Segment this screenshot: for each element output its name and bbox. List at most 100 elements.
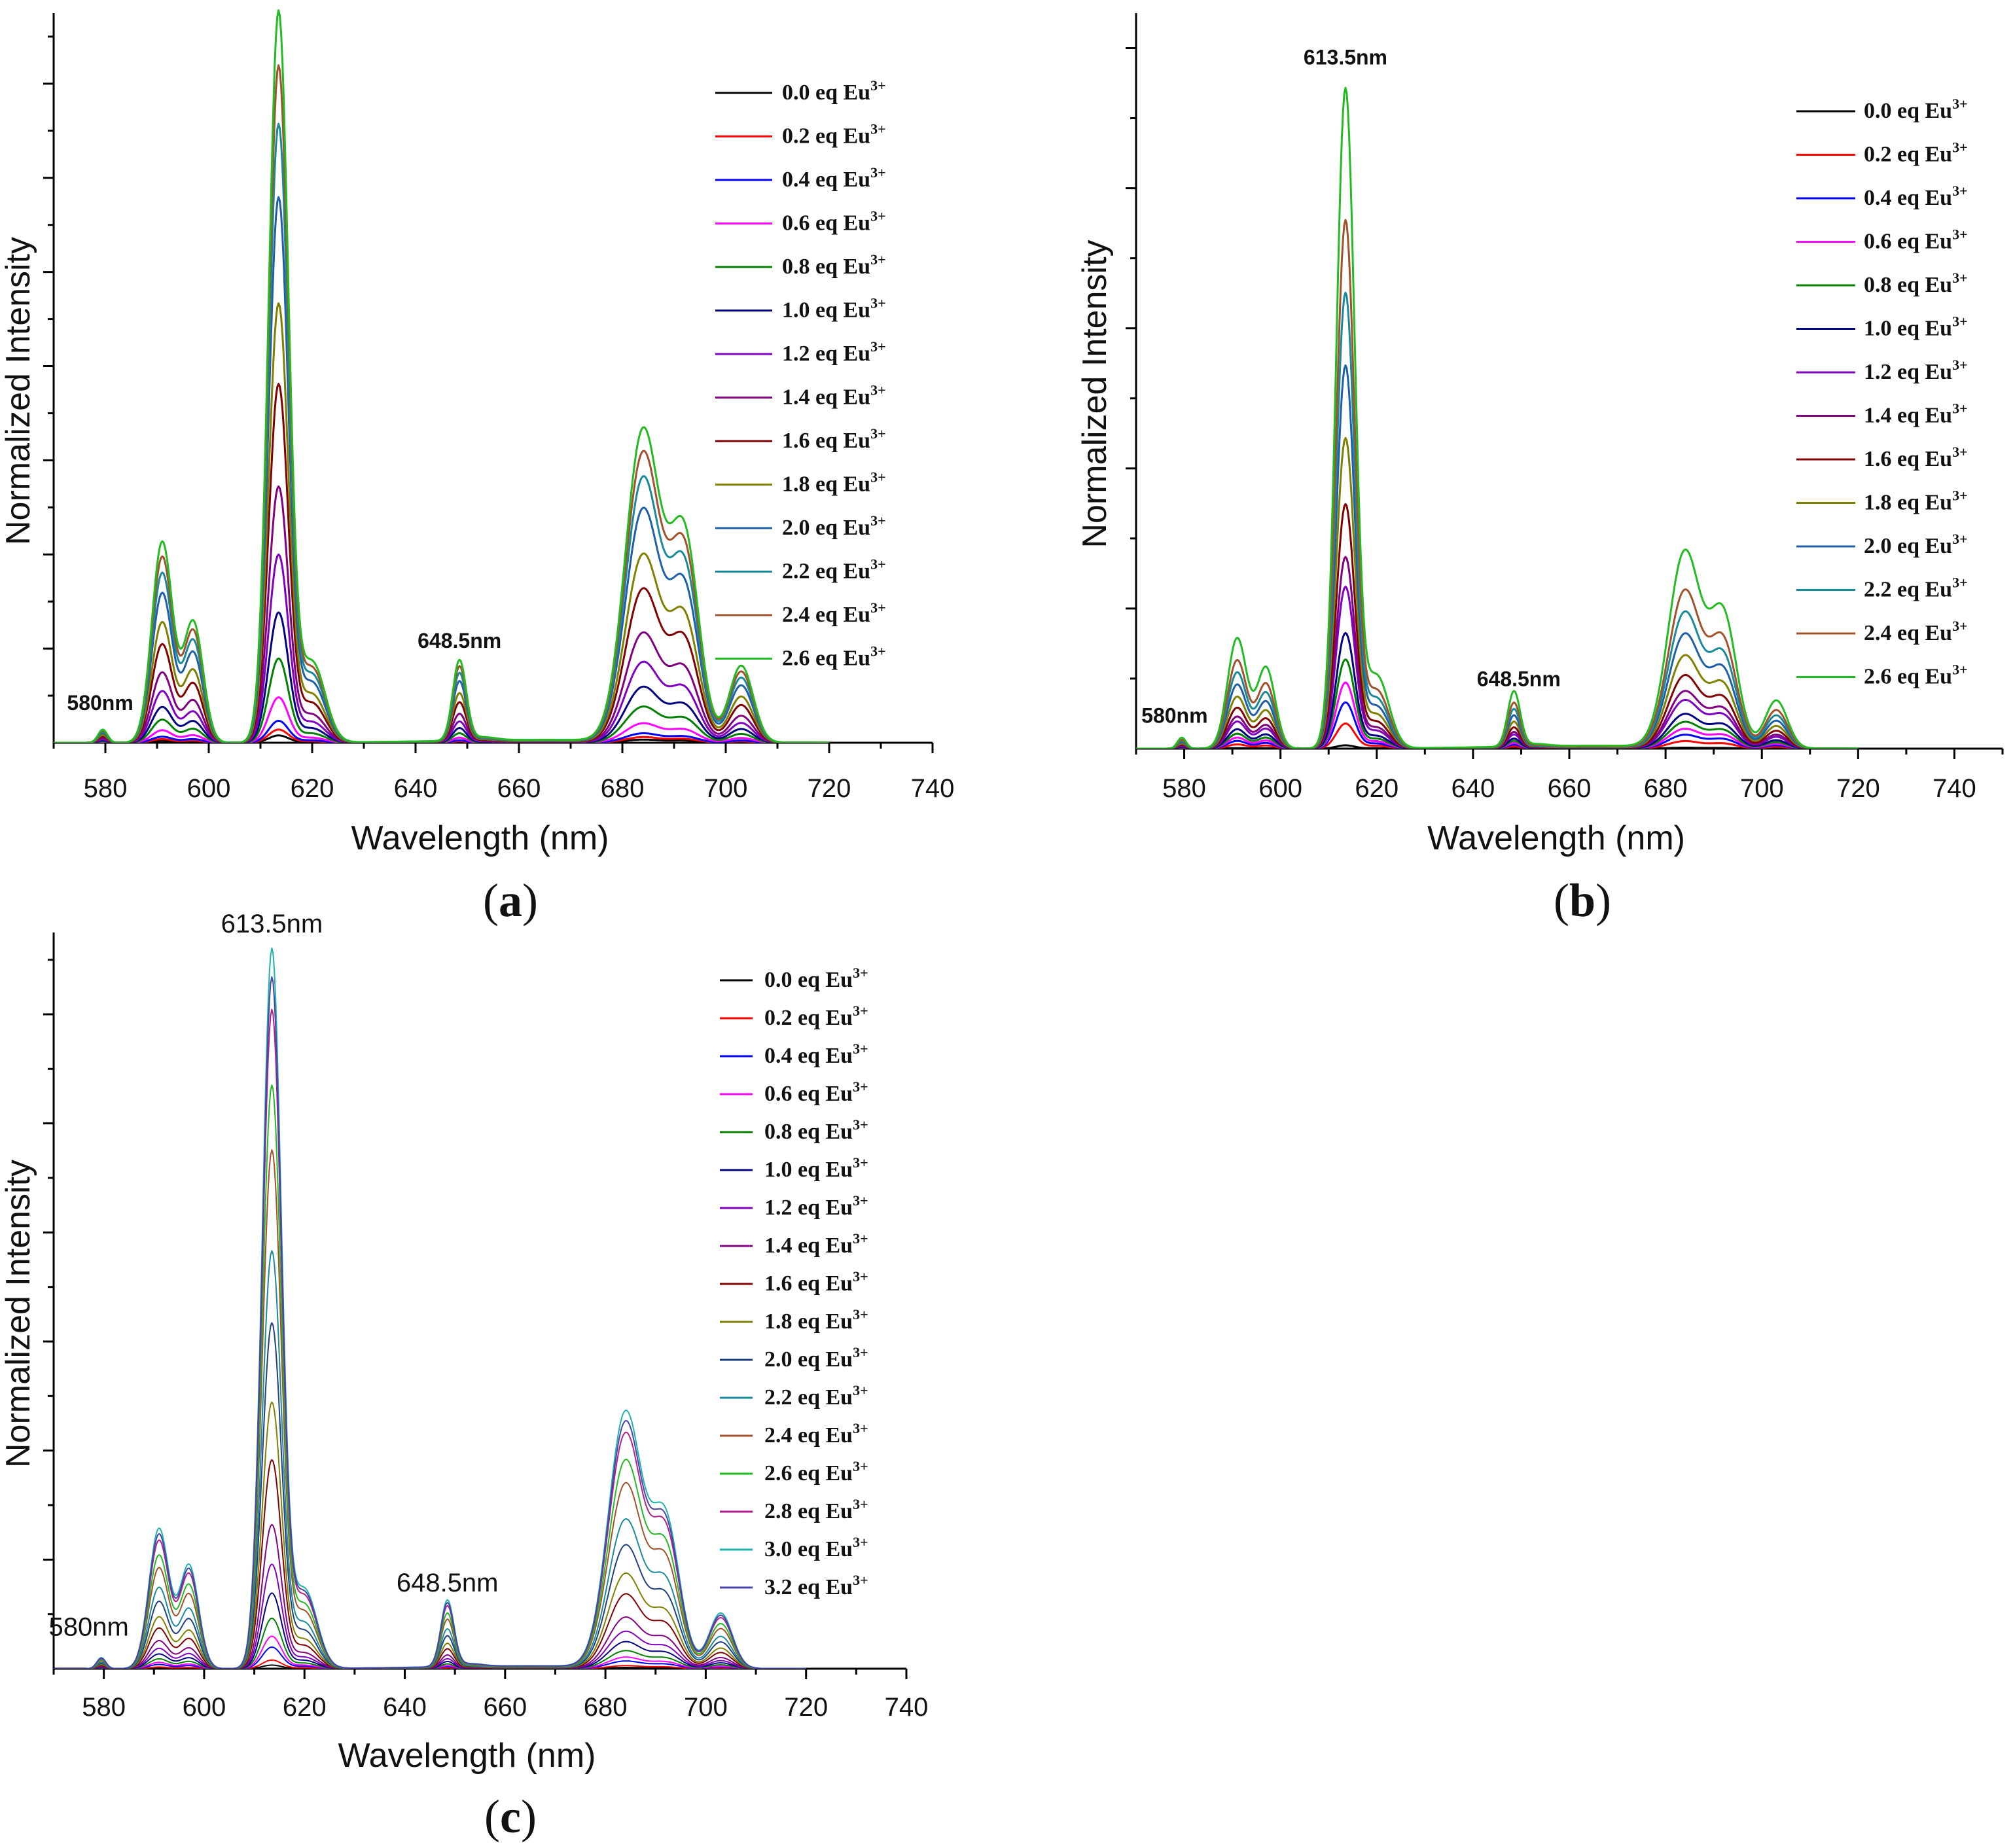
legend-label: 1.8 eq Eu [764, 1309, 853, 1334]
legend-label: 1.4 eq Eu [764, 1234, 853, 1258]
x-tick-label: 580 [84, 774, 128, 803]
legend-label: 1.0 eq Eu [764, 1158, 853, 1182]
y-axis-title: Normalized Intensity [0, 237, 37, 545]
legend-superscript: 3+ [1952, 488, 1968, 504]
legend-superscript: 3+ [870, 251, 886, 268]
legend-entry: 1.6 eq Eu3+ [782, 425, 886, 453]
legend-label: 1.0 eq Eu [782, 298, 870, 323]
legend-entry: 0.6 eq Eu3+ [764, 1078, 868, 1106]
x-tick-label: 640 [383, 1693, 427, 1722]
legend-label: 3.0 eq Eu [764, 1537, 853, 1561]
x-tick-label: 720 [1836, 774, 1880, 803]
legend-label: 0.0 eq Eu [1864, 99, 1952, 123]
legend-label: 1.0 eq Eu [1864, 317, 1952, 341]
legend-superscript: 3+ [1952, 662, 1968, 678]
legend-label: 2.4 eq Eu [764, 1423, 853, 1448]
legend-label: 1.8 eq Eu [1864, 491, 1952, 515]
legend-entry: 2.4 eq Eu3+ [1864, 618, 1968, 645]
legend-superscript: 3+ [1952, 226, 1968, 243]
legend-entry: 0.0 eq Eu3+ [764, 965, 868, 992]
peak-annotation: 613.5nm [1304, 46, 1387, 69]
x-tick-label: 660 [483, 1693, 527, 1722]
legend-superscript: 3+ [853, 1230, 868, 1247]
series-line-0 [1136, 744, 1859, 749]
legend-entry: 1.0 eq Eu3+ [1864, 313, 1968, 341]
peak-annotation: 580nm [48, 1612, 128, 1641]
legend-label: 0.6 eq Eu [764, 1082, 853, 1106]
series-line-8 [1136, 503, 1859, 749]
x-tick-label: 700 [704, 774, 748, 803]
x-tick-label: 640 [394, 774, 438, 803]
legend-superscript: 3+ [870, 77, 886, 94]
legend-label: 0.2 eq Eu [782, 124, 870, 149]
legend-entry: 0.2 eq Eu3+ [764, 1003, 868, 1030]
legend-label: 2.2 eq Eu [782, 560, 870, 584]
legend-label: 2.0 eq Eu [782, 516, 870, 540]
legend-label: 1.2 eq Eu [782, 342, 870, 366]
peak-annotation: 580nm [67, 691, 133, 715]
x-tick-label: 580 [1162, 774, 1206, 803]
legend-entry: 0.4 eq Eu3+ [782, 164, 886, 192]
legend-superscript: 3+ [870, 382, 886, 399]
legend-superscript: 3+ [853, 1496, 868, 1512]
series-lines [54, 9, 830, 743]
peak-annotation: 648.5nm [1477, 667, 1561, 690]
legend-entry: 0.4 eq Eu3+ [1864, 183, 1968, 210]
legend-entry: 0.2 eq Eu3+ [782, 121, 886, 149]
legend-label: 0.2 eq Eu [1864, 143, 1952, 167]
legend-superscript: 3+ [853, 1420, 868, 1436]
legend-entry: 1.6 eq Eu3+ [1864, 444, 1968, 471]
legend-entry: 1.2 eq Eu3+ [1864, 357, 1968, 384]
legend-superscript: 3+ [853, 1192, 868, 1209]
legend-superscript: 3+ [853, 1344, 868, 1360]
legend-superscript: 3+ [870, 469, 886, 486]
legend-superscript: 3+ [853, 1003, 868, 1019]
peak-annotation: 648.5nm [418, 629, 501, 652]
legend-superscript: 3+ [853, 1116, 868, 1133]
legend-label: 0.4 eq Eu [764, 1044, 853, 1068]
chart-panel-a: 580 600 620 640 660 680 700 720 740 Wavelength (n… [0, 9, 955, 857]
x-tick-label: 680 [1644, 774, 1688, 803]
x-tick-label: 620 [291, 774, 334, 803]
x-tick-label: 700 [1740, 774, 1784, 803]
x-tick-label: 620 [283, 1693, 327, 1722]
legend-superscript: 3+ [1952, 139, 1968, 156]
legend-label: 2.0 eq Eu [764, 1347, 853, 1372]
x-tick-label: 740 [885, 1693, 929, 1722]
legend-label: 1.6 eq Eu [764, 1271, 853, 1296]
y-axis-title: Normalized Intensity [1076, 240, 1114, 548]
legend-superscript: 3+ [1952, 313, 1968, 330]
y-axis-title: Normalized Intensity [0, 1160, 37, 1468]
legend-entry: 0.0 eq Eu3+ [782, 77, 886, 105]
legend-superscript: 3+ [1952, 183, 1968, 199]
x-tick-label: 700 [684, 1693, 728, 1722]
legend-label: 1.4 eq Eu [782, 385, 870, 410]
legend-label: 0.8 eq Eu [1864, 273, 1952, 297]
panel-label-b: (b) [1554, 874, 1611, 927]
legend-superscript: 3+ [853, 1040, 868, 1057]
x-tick-label: 640 [1452, 774, 1495, 803]
legend-entry: 0.0 eq Eu3+ [1864, 96, 1968, 123]
legend-label: 2.2 eq Eu [764, 1385, 853, 1410]
x-tick-label: 620 [1355, 774, 1398, 803]
x-tick-label: 660 [1548, 774, 1592, 803]
series-line-10 [54, 1322, 806, 1669]
legend-entry: 0.4 eq Eu3+ [764, 1040, 868, 1068]
legend-label: 0.6 eq Eu [782, 211, 870, 236]
peak-annotation: 580nm [1141, 704, 1207, 728]
panel-label-c: (c) [484, 1790, 537, 1843]
legend-entry: 1.8 eq Eu3+ [782, 469, 886, 497]
legend: 0.0 eq Eu3+0.2 eq Eu3+0.4 eq Eu3+0.6 eq … [1796, 96, 1968, 689]
x-tick-label: 600 [1258, 774, 1302, 803]
legend-label: 1.4 eq Eu [1864, 404, 1952, 428]
legend-label: 1.6 eq Eu [782, 429, 870, 453]
legend-label: 3.2 eq Eu [764, 1575, 853, 1599]
legend-superscript: 3+ [1952, 270, 1968, 286]
legend-superscript: 3+ [870, 208, 886, 224]
x-tick-label: 600 [183, 1693, 226, 1722]
legend-entry: 1.0 eq Eu3+ [782, 295, 886, 323]
legend-label: 2.2 eq Eu [1864, 578, 1952, 602]
x-tick-label: 740 [911, 774, 955, 803]
legend-entry: 2.8 eq Eu3+ [764, 1496, 868, 1523]
